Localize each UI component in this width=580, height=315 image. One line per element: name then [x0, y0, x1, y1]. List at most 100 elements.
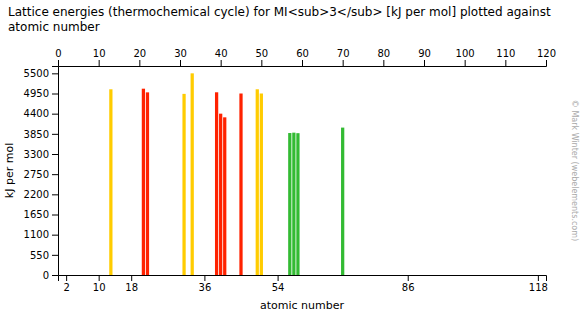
tick: 54	[272, 275, 285, 293]
tick: 10	[93, 275, 106, 293]
tick-mark	[538, 275, 539, 281]
tick-mark	[66, 275, 67, 281]
chart: Lattice energies (thermochemical cycle) …	[0, 0, 580, 315]
bar	[292, 133, 295, 275]
tick: 2200	[24, 189, 58, 200]
tick: 60	[296, 48, 309, 66]
tick-mark	[52, 73, 58, 74]
x-axis-title: atomic number	[260, 299, 345, 312]
tick-label: 90	[418, 48, 431, 59]
tick-mark	[52, 94, 58, 95]
tick-mark	[99, 60, 100, 66]
tick: 80	[377, 48, 390, 66]
tick-mark	[505, 60, 506, 66]
tick: 110	[496, 48, 515, 66]
tick: 70	[337, 48, 350, 66]
tick: 86	[402, 275, 415, 293]
tick-label: 1100	[24, 229, 49, 240]
subtitle: atomic number	[8, 20, 100, 34]
tick: 30	[174, 48, 187, 66]
bar	[215, 92, 218, 275]
tick-label: 4950	[24, 88, 49, 99]
tick-label: 70	[337, 48, 350, 59]
tick-mark	[424, 60, 425, 66]
bar	[288, 133, 291, 275]
tick-mark	[52, 275, 58, 276]
tick-label: 50	[255, 48, 268, 59]
bar	[296, 133, 299, 275]
tick-label: 0	[55, 48, 61, 59]
bar	[109, 89, 112, 275]
tick-mark	[52, 154, 58, 155]
tick-label: 4400	[24, 108, 49, 119]
bar	[239, 94, 242, 276]
tick-label: 100	[456, 48, 475, 59]
tick-label: 5500	[24, 68, 49, 79]
tick-mark	[52, 194, 58, 195]
tick: 550	[30, 250, 58, 261]
y-axis-title: kJ per mol	[3, 143, 16, 198]
tick: 100	[456, 48, 475, 66]
tick-mark	[465, 60, 466, 66]
tick-label: 80	[377, 48, 390, 59]
tick-label: 54	[272, 282, 285, 293]
tick-mark	[261, 60, 262, 66]
bar	[146, 92, 149, 275]
tick: 3300	[24, 149, 58, 160]
tick-mark	[52, 235, 58, 236]
bar	[219, 114, 222, 275]
tick-label: 18	[125, 282, 138, 293]
tick-label: 3850	[24, 129, 49, 140]
tick: 50	[255, 48, 268, 66]
tick-mark	[278, 275, 279, 281]
x-axis-line	[59, 276, 547, 282]
y-axis-line	[52, 67, 59, 276]
tick-mark	[302, 60, 303, 66]
tick-mark	[204, 275, 205, 281]
tick: 1650	[24, 209, 58, 220]
tick: 118	[529, 275, 548, 293]
bar	[191, 73, 194, 275]
tick-mark	[180, 60, 181, 66]
x2-axis: 0102030405060708090100110120	[55, 48, 556, 67]
tick: 2	[63, 275, 69, 293]
x-axis: 2 10 18 36 54 86 118	[59, 275, 548, 293]
tick-mark	[131, 275, 132, 281]
tick: 4400	[24, 108, 58, 119]
tick: 3850	[24, 129, 58, 140]
tick-mark	[52, 255, 58, 256]
tick-mark	[52, 215, 58, 216]
tick-mark	[52, 114, 58, 115]
tick-label: 86	[402, 282, 415, 293]
bars	[109, 73, 344, 275]
tick-mark	[408, 275, 409, 281]
tick: 5500	[24, 68, 58, 79]
tick-label: 0	[43, 270, 49, 281]
bar	[142, 89, 145, 275]
tick-mark	[52, 134, 58, 135]
tick-mark	[58, 60, 59, 66]
tick: 0	[55, 48, 61, 66]
bar	[256, 89, 259, 275]
tick: 36	[199, 275, 212, 293]
tick-label: 2750	[24, 169, 49, 180]
x2-axis-line	[59, 60, 547, 67]
tick-label: 20	[133, 48, 146, 59]
tick-label: 2	[63, 282, 69, 293]
tick-mark	[546, 60, 547, 66]
tick-label: 36	[199, 282, 212, 293]
tick-label: 40	[215, 48, 228, 59]
tick-label: 550	[30, 250, 49, 261]
tick-mark	[221, 60, 222, 66]
tick-label: 2200	[24, 189, 49, 200]
tick-label: 10	[93, 48, 106, 59]
tick-label: 3300	[24, 149, 49, 160]
tick: 1100	[24, 229, 58, 240]
tick-label: 60	[296, 48, 309, 59]
tick: 0	[43, 270, 58, 281]
tick-mark	[139, 60, 140, 66]
bar	[341, 128, 344, 275]
bar	[260, 94, 263, 276]
y-axis: 0 550 1100 1650 2200 2750 3300 3850 4400 4950 5500	[24, 67, 59, 281]
tick: 40	[215, 48, 228, 66]
